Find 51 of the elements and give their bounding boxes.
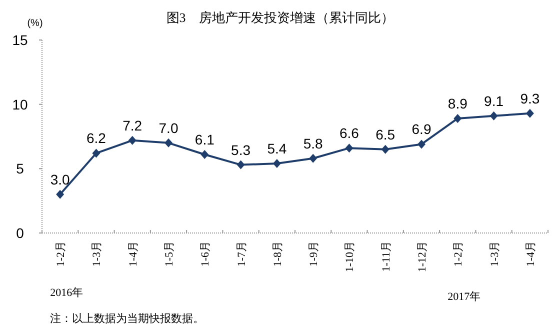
y-tick-label: 15 (12, 32, 28, 48)
point (56, 190, 64, 199)
data-label: 6.9 (412, 121, 432, 138)
y-tick-label: 10 (12, 96, 28, 112)
y-tick-label: 5 (16, 160, 24, 177)
x-tick-label: 1-9月 (308, 241, 320, 267)
point (272, 159, 281, 168)
y-tick-label: 0 (16, 225, 24, 241)
point (309, 154, 318, 163)
point (381, 144, 390, 154)
data-label: 6.5 (376, 126, 396, 142)
data-label: 6.1 (194, 132, 215, 148)
point (200, 150, 209, 160)
data-label: 7.2 (122, 117, 142, 134)
text: 2017年 (448, 291, 481, 303)
data-label: 7.0 (158, 120, 178, 136)
x-tick-label: 1-2月 (55, 241, 68, 267)
text: 注：以上数据为当期快报数据。 (50, 312, 204, 325)
data-label: 5.8 (303, 135, 324, 152)
data-label: 9.3 (520, 90, 540, 106)
point (345, 144, 354, 153)
data-label: 9.1 (484, 92, 504, 109)
data-label: 3.0 (50, 171, 70, 188)
y-axis-title: (%) (27, 18, 43, 29)
x-tick-label: 1-4月 (524, 241, 537, 267)
x-tick-label: 1-8月 (272, 241, 284, 267)
point (418, 140, 426, 149)
point (236, 160, 245, 170)
point (490, 111, 498, 120)
x-tick-label: 1-10月 (344, 241, 356, 272)
data-label: 5.3 (231, 142, 251, 158)
point (164, 138, 172, 148)
x-tick-label: 1-3月 (91, 241, 104, 267)
x-tick-label: 1-7月 (236, 241, 248, 267)
point (128, 136, 136, 145)
point (526, 108, 534, 118)
x-tick-label: 1-11月 (380, 241, 392, 272)
x-tick-label: 1-3月 (488, 241, 501, 267)
x-tick-label: 1-2月 (452, 241, 465, 267)
data-label: 8.9 (448, 95, 468, 112)
x-tick-label: 1-4月 (127, 241, 140, 267)
x-tick-label: 1-6月 (200, 241, 212, 267)
data-label: 5.4 (267, 140, 287, 157)
x-tick-label: 1-5月 (164, 241, 176, 267)
data-label: 6.2 (86, 130, 106, 146)
text: 2016年 (50, 287, 84, 299)
x-tick-label: 1-12月 (416, 241, 428, 272)
data-label: 6.6 (339, 125, 360, 142)
chart-title: 图3 房地产开发投资增速（累计同比） (166, 10, 394, 25)
point (92, 148, 100, 158)
point (454, 114, 462, 123)
